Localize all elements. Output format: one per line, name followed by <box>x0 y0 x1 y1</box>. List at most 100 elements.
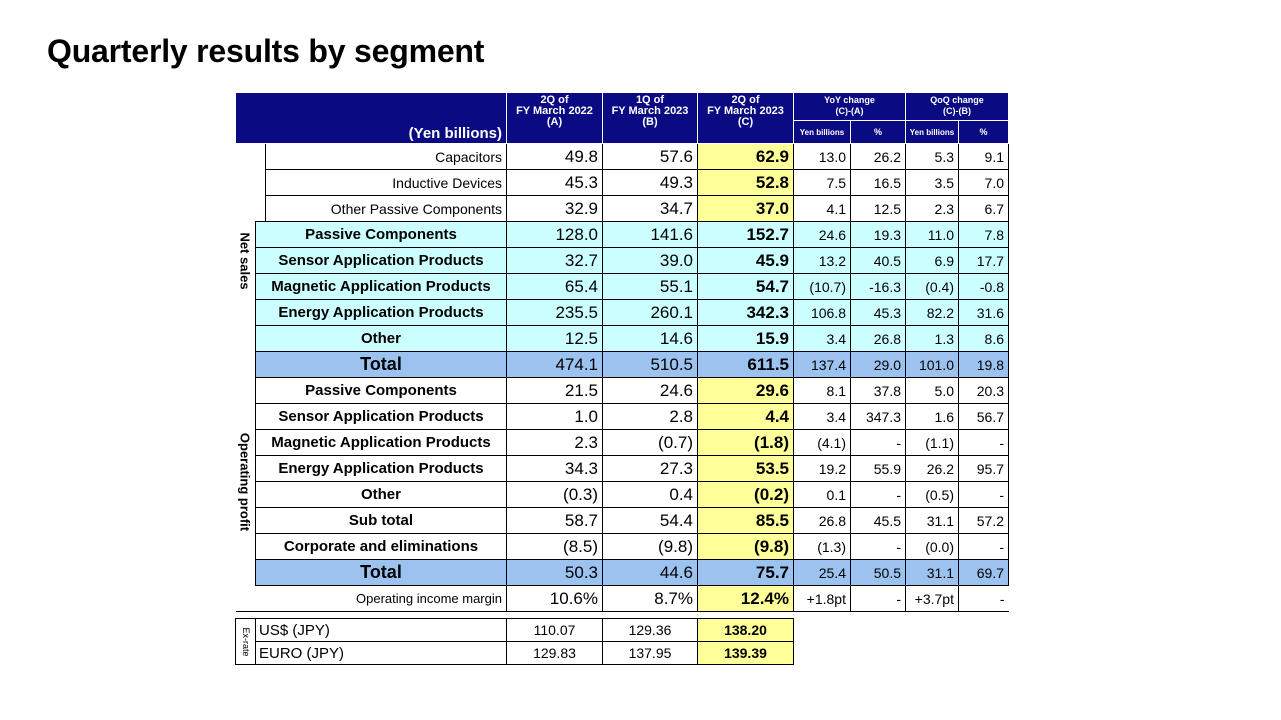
value-cell: 19.3 <box>850 221 906 248</box>
value-cell: 37.8 <box>850 377 906 404</box>
value-cell: (0.0) <box>905 533 959 560</box>
operating-profit-row: Energy Application Products 34.3 27.3 53.5 1… <box>236 455 1009 482</box>
value-cell: 19.2 <box>793 455 851 482</box>
currency-label: US$ (JPY) <box>255 618 507 642</box>
operating-profit-row: Sub total 58.7 54.4 85.5 26.8 45.5 31.1 57.2 <box>236 507 1009 534</box>
value-cell: 6.9 <box>905 247 959 274</box>
value-cell: 32.9 <box>506 195 603 222</box>
value-cell: - <box>958 429 1009 456</box>
operating-profit-side-label: Operating profit <box>236 378 256 586</box>
operating-profit-label: Operating profit <box>237 432 253 531</box>
value-cell: +3.7pt <box>905 585 959 612</box>
net-sales-row: Other Passive Components 32.9 34.7 37.0 4.1 1… <box>236 195 1009 222</box>
value-cell: 16.5 <box>850 169 906 196</box>
value-cell: 26.8 <box>850 325 906 352</box>
value-cell: 45.3 <box>850 299 906 326</box>
value-cell: (9.8) <box>602 533 698 560</box>
value-cell: 11.0 <box>905 221 959 248</box>
value-cell: 57.6 <box>602 143 698 170</box>
value-cell: 611.5 <box>697 351 794 378</box>
value-cell: 31.1 <box>905 559 959 586</box>
row-label: Sub total <box>255 507 507 534</box>
net-sales-row: Net sales Capacitors 49.8 57.6 62.9 13.0 26.2 5… <box>236 143 1009 289</box>
value-cell: (8.5) <box>506 533 603 560</box>
value-cell: - <box>958 585 1009 612</box>
value-cell: 45.5 <box>850 507 906 534</box>
value-cell: 50.3 <box>506 559 603 586</box>
qoq-yen-header: Yen billions <box>905 120 959 144</box>
value-cell: (0.4) <box>905 273 959 300</box>
value-cell: 13.2 <box>793 247 851 274</box>
value-cell: 3.4 <box>793 325 851 352</box>
row-label: Corporate and eliminations <box>255 533 507 560</box>
value-cell: 8.6 <box>958 325 1009 352</box>
value-cell: 26.2 <box>850 143 906 170</box>
row-label: Other <box>255 481 507 508</box>
value-cell: 137.4 <box>793 351 851 378</box>
value-cell: (4.1) <box>793 429 851 456</box>
row-label: Other Passive Components <box>265 195 507 222</box>
value-cell: 12.5 <box>506 325 603 352</box>
row-label: Magnetic Application Products <box>255 429 507 456</box>
operating-profit-row: Total 50.3 44.6 75.7 25.4 50.5 31.1 69.7 <box>236 559 1009 586</box>
value-cell: 5.3 <box>905 143 959 170</box>
value-cell: 40.5 <box>850 247 906 274</box>
operating-profit-row: Corporate and eliminations (8.5) (9.8) (9.8… <box>236 533 1009 560</box>
value-cell: 65.4 <box>506 273 603 300</box>
value-cell: 9.1 <box>958 143 1009 170</box>
currency-label: EURO (JPY) <box>255 641 507 665</box>
fx-row: Ex-rate US$ (JPY) 110.07 129.36 138.20 <box>235 618 794 665</box>
value-cell: 45.3 <box>506 169 603 196</box>
operating-profit-row: Magnetic Application Products 2.3 (0.7) (1.… <box>236 429 1009 456</box>
value-cell: 7.8 <box>958 221 1009 248</box>
value-cell: 342.3 <box>697 299 794 326</box>
value-cell: 58.7 <box>506 507 603 534</box>
value-cell: (0.5) <box>905 481 959 508</box>
value-cell: 8.1 <box>793 377 851 404</box>
row-label: Sensor Application Products <box>255 403 507 430</box>
value-cell: 7.0 <box>958 169 1009 196</box>
value-cell: - <box>850 585 906 612</box>
value-cell: - <box>958 481 1009 508</box>
net-sales-row: Magnetic Application Products 65.4 55.1 54.… <box>236 273 1009 300</box>
value-cell: 85.5 <box>697 507 794 534</box>
net-sales-side-label: Net sales <box>236 144 256 378</box>
row-label: Sensor Application Products <box>255 247 507 274</box>
value-cell: 260.1 <box>602 299 698 326</box>
row-label: Passive Components <box>255 221 507 248</box>
value-cell: 52.8 <box>697 169 794 196</box>
row-label: Magnetic Application Products <box>255 273 507 300</box>
value-cell: 5.0 <box>905 377 959 404</box>
value-cell: (1.8) <box>697 429 794 456</box>
value-cell: 235.5 <box>506 299 603 326</box>
value-cell: 31.1 <box>905 507 959 534</box>
value-cell: 474.1 <box>506 351 603 378</box>
value-cell: 95.7 <box>958 455 1009 482</box>
value-cell: 141.6 <box>602 221 698 248</box>
value-cell: 54.7 <box>697 273 794 300</box>
value-cell: 2.8 <box>602 403 698 430</box>
value-cell: 57.2 <box>958 507 1009 534</box>
net-sales-row: Inductive Devices 45.3 49.3 52.8 7.5 16.5 3.5 7… <box>236 169 1009 196</box>
col-header-a: 2Q of FY March 2022 (A) <box>506 92 603 144</box>
value-cell: 24.6 <box>793 221 851 248</box>
value-cell: 128.0 <box>506 221 603 248</box>
exchange-rate-table: Ex-rate US$ (JPY) 110.07 129.36 138.20 EURO (… <box>235 618 794 665</box>
value-cell: 0.4 <box>602 481 698 508</box>
value-cell: 13.0 <box>793 143 851 170</box>
value-cell: 8.7% <box>602 585 698 612</box>
value-cell: - <box>850 481 906 508</box>
col-header-yoy: YoY change (C)-(A) <box>793 92 906 121</box>
value-cell: 2.3 <box>506 429 603 456</box>
value-cell: 6.7 <box>958 195 1009 222</box>
value-cell: 39.0 <box>602 247 698 274</box>
value-cell: (1.3) <box>793 533 851 560</box>
col-header-qoq: QoQ change (C)-(B) <box>905 92 1009 121</box>
value-cell: 3.4 <box>793 403 851 430</box>
value-cell: 31.6 <box>958 299 1009 326</box>
value-cell: 56.7 <box>958 403 1009 430</box>
value-cell: 55.9 <box>850 455 906 482</box>
row-label: Other <box>255 325 507 352</box>
value-cell: 50.5 <box>850 559 906 586</box>
value-cell: 1.0 <box>506 403 603 430</box>
